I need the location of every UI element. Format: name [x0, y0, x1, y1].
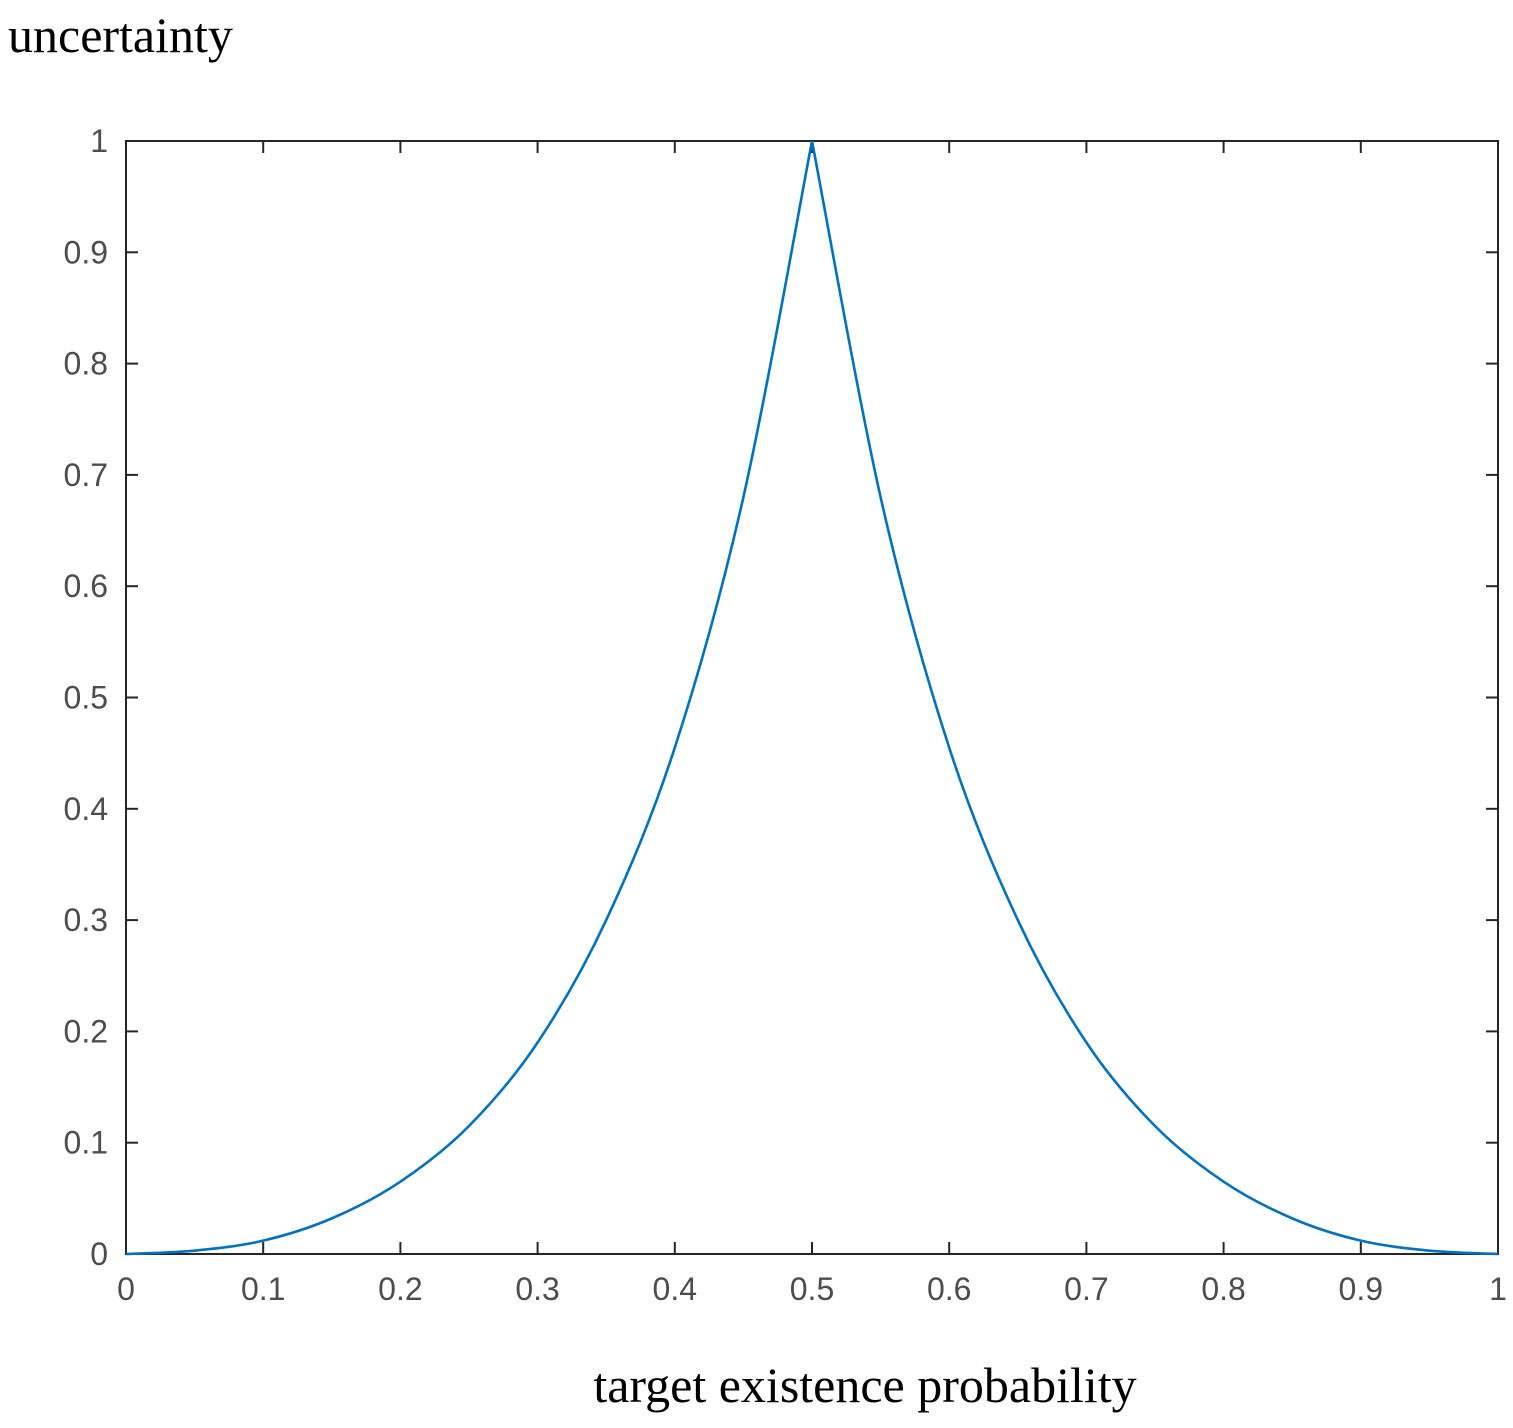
- y-tick-label: 1: [90, 123, 108, 159]
- x-tick-label: 1: [1489, 1271, 1507, 1307]
- x-axis-label: target existence probability: [593, 1357, 1136, 1413]
- x-tick-label: 0.7: [1064, 1271, 1108, 1307]
- x-tick-label: 0.2: [378, 1271, 422, 1307]
- x-tick-label: 0.6: [927, 1271, 971, 1307]
- series-line: [125, 140, 1499, 1256]
- y-tick-label: 0.4: [64, 791, 108, 827]
- plot-frame: [125, 140, 1499, 1255]
- x-tick-label: 0.3: [515, 1271, 559, 1307]
- y-tick-label: 0.7: [64, 457, 108, 493]
- y-tick-label: 0.1: [64, 1125, 108, 1161]
- y-tick-label: 0.5: [64, 680, 108, 716]
- y-tick-label: 0.9: [64, 234, 108, 270]
- y-tick-label: 0.2: [64, 1013, 108, 1049]
- x-tick-label: 0.5: [790, 1271, 834, 1307]
- x-tick-label: 0.9: [1339, 1271, 1383, 1307]
- x-tick-label: 0.4: [653, 1271, 697, 1307]
- y-tick-label: 0: [90, 1236, 108, 1272]
- y-tick-label: 0.6: [64, 568, 108, 604]
- y-tick-label: 0.3: [64, 902, 108, 938]
- x-tick-label: 0.8: [1201, 1271, 1245, 1307]
- x-tick-label: 0: [117, 1271, 135, 1307]
- x-tick-label: 0.1: [241, 1271, 285, 1307]
- y-axis-label: uncertainty: [8, 7, 233, 63]
- y-tick-label: 0.8: [64, 346, 108, 382]
